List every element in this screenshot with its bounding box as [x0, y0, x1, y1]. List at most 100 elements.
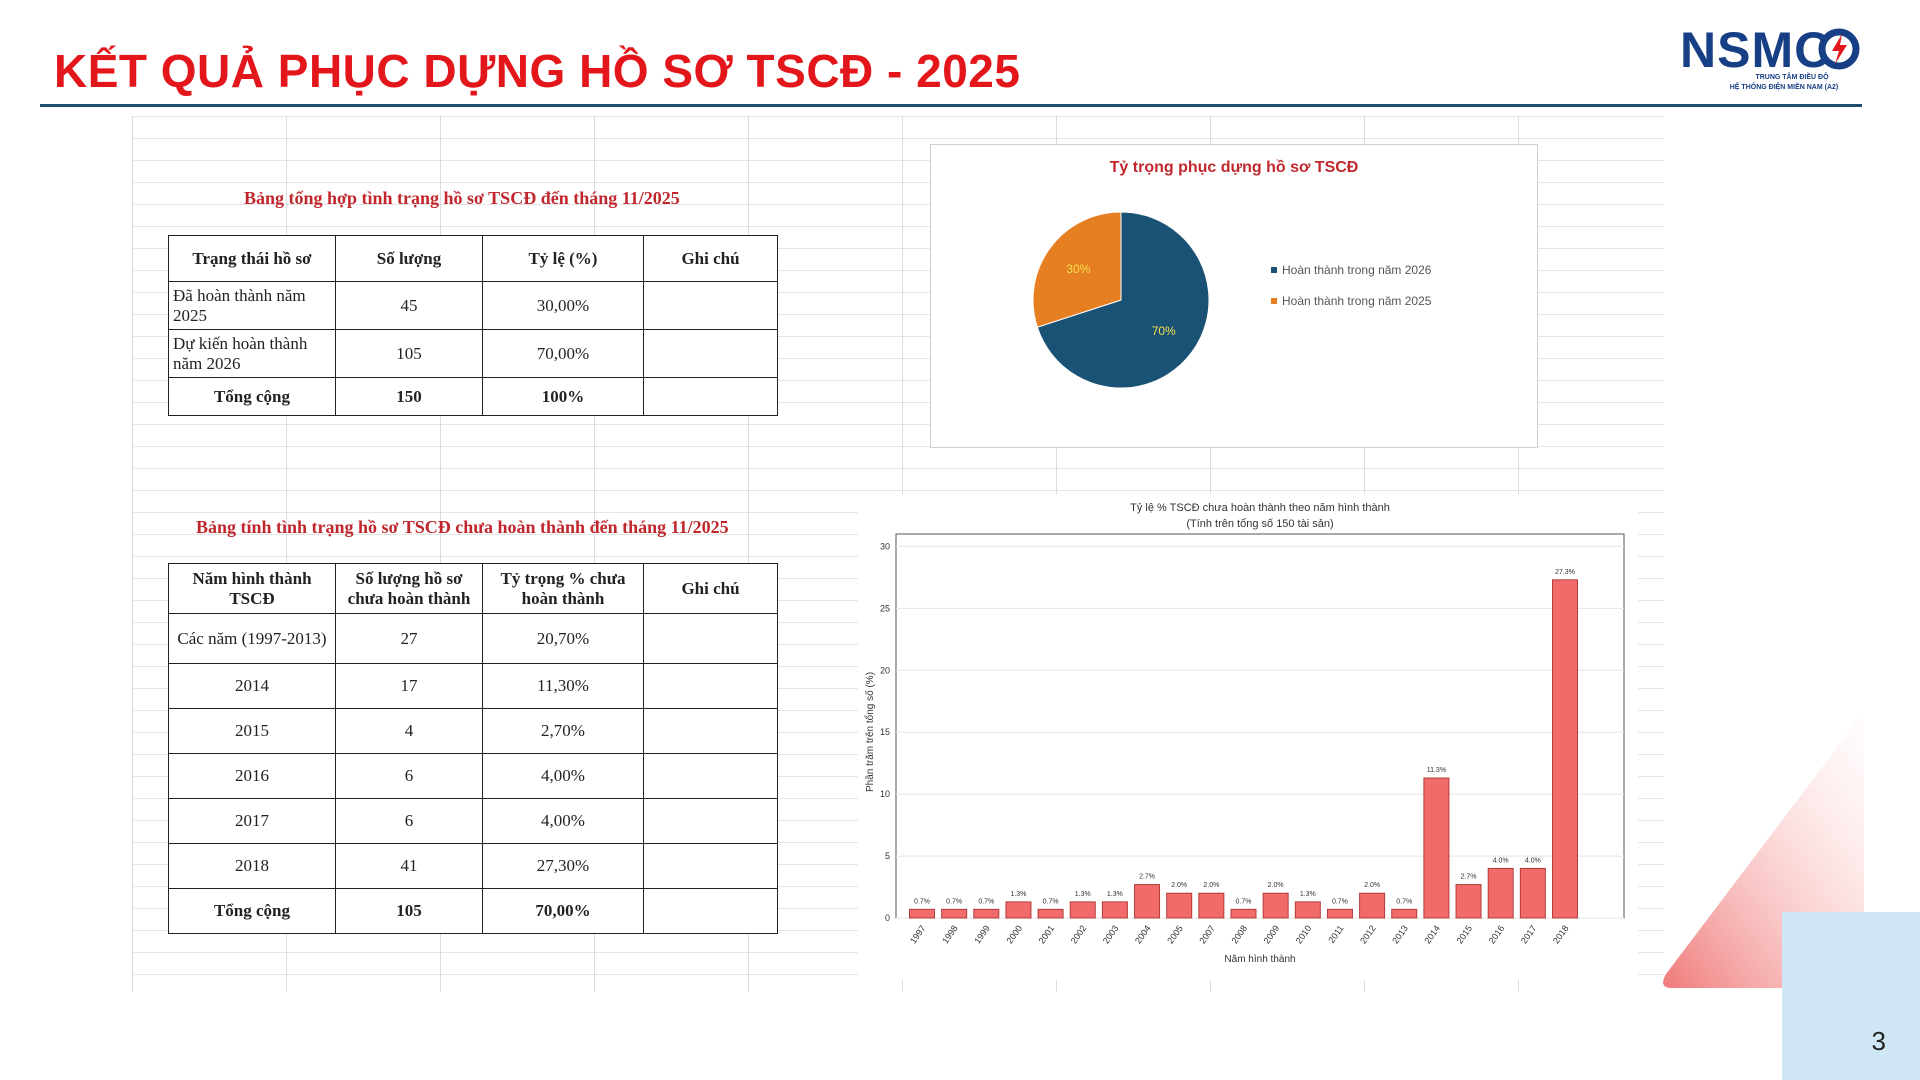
bar-data-label: 1.3% — [1075, 891, 1091, 898]
decorative-block — [1782, 912, 1920, 1080]
table-cell: 4,00% — [482, 753, 644, 799]
table-cell: 105 — [335, 888, 483, 934]
table2: Năm hình thành TSCĐ Số lượng hồ sơ chưa … — [168, 563, 778, 934]
bar-data-label: 2.0% — [1364, 882, 1380, 889]
table-cell: 2014 — [168, 663, 336, 709]
table-row: 2017 6 4,00% — [168, 798, 778, 844]
slide-title: KẾT QUẢ PHỤC DỰNG HỒ SƠ TSCĐ - 2025 — [54, 45, 1021, 97]
x-tick-label: 2011 — [1326, 923, 1345, 945]
bar-chart-title: Tỷ lệ % TSCĐ chưa hoàn thành theo năm hì… — [1130, 502, 1390, 514]
bar — [1005, 901, 1032, 919]
table-cell: 20,70% — [482, 613, 644, 664]
table-cell: Dự kiến hoàn thành năm 2026 — [168, 329, 336, 378]
table1: Trạng thái hồ sơ Số lượng Tỷ lệ (%) Ghi … — [168, 235, 778, 416]
x-tick-label: 2007 — [1197, 923, 1217, 945]
bar — [1391, 908, 1418, 919]
table2-header: Ghi chú — [643, 563, 778, 614]
title-divider — [40, 104, 1862, 107]
bar — [1519, 867, 1546, 919]
bar — [1037, 908, 1064, 919]
table-row: 2014 17 11,30% — [168, 663, 778, 709]
pie-chart-panel: Tỷ trọng phục dựng hồ sơ TSCĐ 70% Hoàn th… — [930, 144, 1538, 448]
x-tick-label: 1997 — [908, 923, 928, 945]
table-total-row: Tổng cộng 150 100% — [168, 377, 778, 416]
page-number: 3 — [1871, 1026, 1886, 1056]
x-tick-label: 2016 — [1487, 923, 1507, 945]
bar-data-label: 0.7% — [1043, 898, 1059, 905]
table1-header: Số lượng — [335, 235, 483, 282]
x-tick-label: 2010 — [1294, 923, 1314, 945]
y-tick-label: 10 — [880, 789, 890, 799]
bar-data-label: 0.7% — [1332, 898, 1348, 905]
x-tick-label: 2008 — [1229, 923, 1249, 945]
bar-chart: Tỷ lệ % TSCĐ chưa hoàn thành theo năm hì… — [864, 502, 1625, 965]
bar — [1455, 884, 1482, 919]
bar-data-label: 0.7% — [914, 898, 930, 905]
x-tick-label: 2004 — [1133, 923, 1153, 945]
bar-chart-subtitle: (Tính trên tổng số 150 tài sản) — [1186, 518, 1333, 530]
table1-header: Trạng thái hồ sơ — [168, 235, 336, 282]
nsmo-logo: NSMO TRUNG TÂM ĐIỀU ĐỘ HỆ THỐNG ĐIỆN MIỀ… — [1680, 24, 1860, 100]
table-cell — [643, 888, 778, 934]
x-tick-label: 2000 — [1004, 923, 1024, 945]
bar-data-label: 0.7% — [1396, 898, 1412, 905]
y-tick-label: 30 — [880, 541, 890, 551]
table-cell: Đã hoàn thành năm 2025 — [168, 281, 336, 330]
bar — [1326, 908, 1353, 919]
table-cell: 27,30% — [482, 843, 644, 889]
table-cell: 4 — [335, 708, 483, 754]
table-cell — [643, 377, 778, 416]
pie-slice — [1036, 211, 1210, 389]
bar — [1101, 901, 1128, 919]
legend-label: Hoàn thành trong năm 2025 — [1282, 294, 1432, 308]
bar-data-label: 1.3% — [1010, 891, 1026, 898]
table2-header: Tỷ trọng % chưa hoàn thành — [482, 563, 644, 614]
y-tick-label: 25 — [880, 603, 890, 613]
bar — [941, 908, 968, 919]
bar-chart-y-axis-label: Phần trăm trên tổng số (%) — [864, 672, 876, 792]
bar-data-label: 4.0% — [1525, 857, 1541, 864]
y-tick-label: 5 — [885, 851, 890, 861]
x-tick-label: 2017 — [1519, 923, 1539, 945]
table-cell: Tổng cộng — [168, 377, 336, 416]
logo-text: NSMO — [1680, 22, 1834, 78]
bar-data-label: 4.0% — [1493, 857, 1509, 864]
bar-data-label: 1.3% — [1107, 891, 1123, 898]
bar — [1359, 892, 1386, 919]
table-row: Dự kiến hoàn thành năm 2026 105 70,00% — [168, 329, 778, 378]
table-row: 2018 41 27,30% — [168, 843, 778, 889]
bar — [1294, 901, 1321, 919]
x-tick-label: 2002 — [1069, 923, 1089, 945]
x-tick-label: 2018 — [1551, 923, 1571, 945]
table-cell: 6 — [335, 798, 483, 844]
bar-data-label: 2.7% — [1139, 874, 1155, 881]
table-cell — [643, 663, 778, 709]
table-cell: 70,00% — [482, 329, 644, 378]
table-cell: 70,00% — [482, 888, 644, 934]
table-cell: 6 — [335, 753, 483, 799]
legend-label: Hoàn thành trong năm 2026 — [1282, 263, 1432, 277]
table-cell: 17 — [335, 663, 483, 709]
bar — [1069, 901, 1096, 919]
bar-data-label: 0.7% — [978, 898, 994, 905]
plot-frame — [895, 533, 1625, 919]
table-cell: Tổng cộng — [168, 888, 336, 934]
bar — [1166, 892, 1193, 919]
table-cell: 27 — [335, 613, 483, 664]
table1-caption: Bảng tổng hợp tình trạng hồ sơ TSCĐ đến … — [244, 188, 680, 208]
x-tick-label: 1998 — [940, 923, 960, 945]
table2-header: Năm hình thành TSCĐ — [168, 563, 336, 614]
y-tick-label: 15 — [880, 727, 890, 737]
pie-slice-label: 70% — [1152, 324, 1176, 338]
bar-data-label: 27.3% — [1555, 569, 1575, 576]
table2-header-row: Năm hình thành TSCĐ Số lượng hồ sơ chưa … — [168, 563, 778, 614]
table-cell: 2,70% — [482, 708, 644, 754]
bar — [1552, 579, 1578, 919]
x-tick-label: 2005 — [1165, 923, 1185, 945]
x-tick-label: 2013 — [1390, 923, 1410, 945]
bar-chart-panel: Tỷ lệ % TSCĐ chưa hoàn thành theo năm hì… — [858, 494, 1638, 980]
table-row: Đã hoàn thành năm 2025 45 30,00% — [168, 281, 778, 330]
table-cell: 2016 — [168, 753, 336, 799]
pie-chart: Tỷ trọng phục dựng hồ sơ TSCĐ 70% Hoàn th… — [1032, 159, 1432, 389]
table-cell — [643, 281, 778, 330]
